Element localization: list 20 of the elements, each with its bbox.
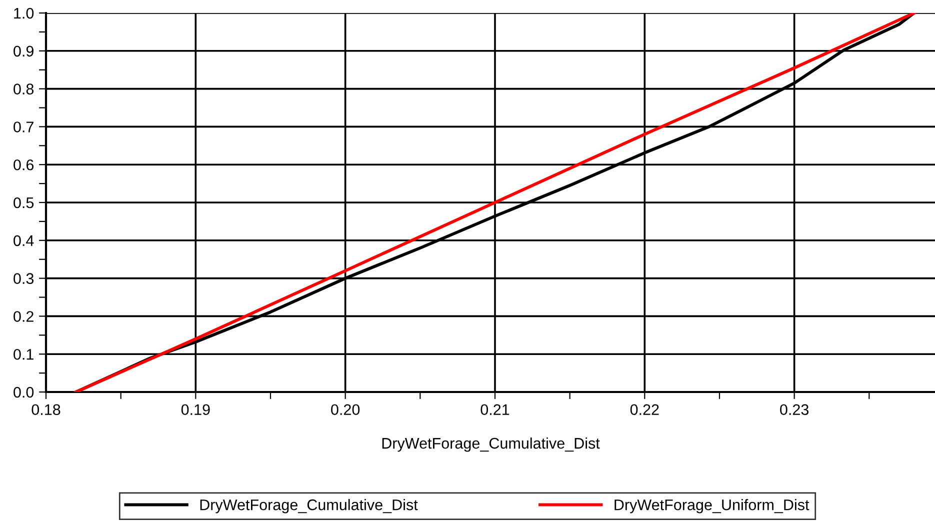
y-tick-label: 0.1: [14, 348, 34, 360]
y-tick-label: 0.4: [14, 235, 34, 246]
y-tick-label: 0.9: [14, 46, 34, 57]
y-tick-label: 0.6: [14, 159, 34, 170]
y-tick-label: 0.5: [14, 197, 34, 208]
legend-label: DryWetForage_Uniform_Dist: [614, 499, 810, 514]
y-tick-label: 0.0: [14, 386, 34, 398]
y-tick-label: 0.3: [14, 273, 34, 284]
x-axis-title: DryWetForage_Cumulative_Dist: [382, 437, 600, 452]
x-tick-label: 0.20: [331, 404, 360, 416]
legend-label: DryWetForage_Cumulative_Dist: [200, 499, 418, 514]
x-tick-label: 0.19: [181, 404, 210, 416]
y-tick-label: 0.7: [14, 122, 34, 132]
y-tick-label: 0.8: [14, 84, 34, 94]
y-tick-label: 1.0: [14, 8, 34, 19]
x-tick-label: 0.23: [780, 404, 809, 416]
x-tick-label: 0.21: [480, 404, 510, 416]
x-tick-label: 0.22: [630, 404, 659, 416]
y-tick-label: 0.2: [14, 311, 34, 322]
x-tick-label: 0.18: [32, 404, 60, 416]
